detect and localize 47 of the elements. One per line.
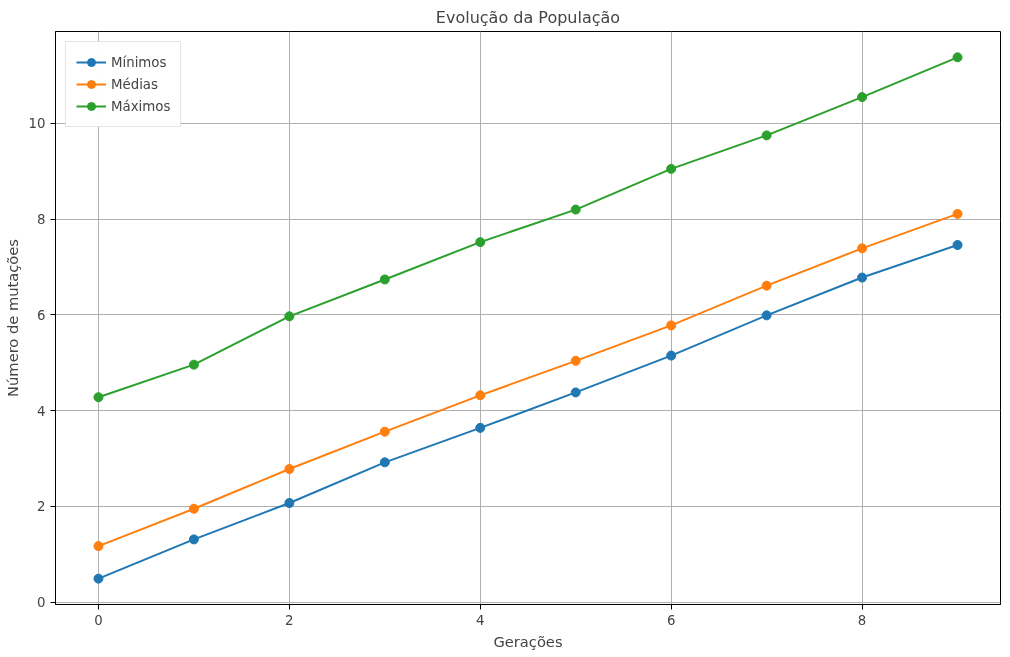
point (761, 310, 772, 321)
point (570, 355, 581, 366)
point (857, 92, 868, 103)
x-tick-label: 2 (285, 612, 294, 628)
point (952, 208, 963, 219)
point (666, 350, 677, 361)
point (570, 387, 581, 398)
point (570, 204, 581, 215)
y-axis-title: Número de mutações (3, 239, 21, 397)
point (857, 272, 868, 283)
legend-label: Máximos (111, 98, 171, 114)
point (475, 390, 486, 401)
point (284, 498, 295, 509)
x-axis-title: Gerações (493, 632, 563, 650)
point (188, 503, 199, 514)
y-tick-label: 10 (28, 116, 46, 132)
point (475, 422, 486, 433)
point (188, 534, 199, 545)
y-tick-label: 2 (37, 499, 46, 515)
point (379, 426, 390, 437)
x-tick-label: 6 (666, 612, 676, 628)
point (761, 130, 772, 141)
x-tick-label: 8 (857, 612, 867, 628)
point (284, 464, 295, 475)
y-tick-label: 0 (37, 595, 46, 611)
point (761, 280, 772, 291)
point (188, 359, 199, 370)
point (379, 457, 390, 468)
legend-label: Médias (111, 76, 158, 92)
point (666, 163, 677, 174)
x-tick-label: 0 (94, 612, 103, 628)
chart-title: Evolução da População (435, 7, 621, 27)
point (93, 573, 104, 584)
point (284, 311, 295, 322)
x-tick-label: 4 (476, 612, 485, 628)
y-tick-label: 6 (37, 307, 46, 323)
y-tick-label: 8 (37, 212, 46, 228)
point (666, 320, 677, 331)
point (952, 240, 963, 250)
point (93, 541, 104, 552)
point (379, 274, 390, 285)
point (93, 392, 104, 403)
point (857, 243, 868, 254)
legend-label: Mínimos (111, 54, 167, 70)
point (475, 237, 486, 248)
y-tick-label: 4 (37, 403, 46, 419)
point (952, 52, 963, 63)
